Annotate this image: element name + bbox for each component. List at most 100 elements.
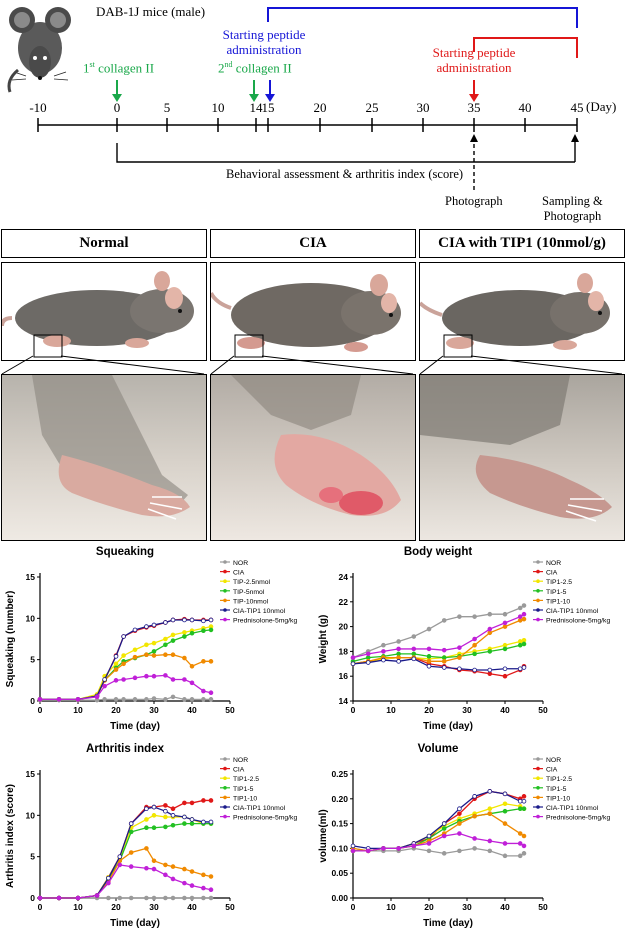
legend-label: NOR <box>546 560 561 567</box>
panel-header-normal: Normal <box>1 229 207 258</box>
data-point <box>201 659 206 664</box>
y-tick-label: 15 <box>26 572 36 582</box>
data-point <box>132 647 138 653</box>
data-point <box>521 611 527 617</box>
data-point <box>189 697 195 702</box>
legend-marker <box>536 560 540 564</box>
second-collagen-label: 2nd collagen II <box>218 60 292 76</box>
legend-label: TIP1-10 <box>546 795 570 802</box>
data-point <box>170 813 176 818</box>
data-point <box>472 642 477 648</box>
data-point <box>487 649 493 654</box>
data-point <box>502 620 508 626</box>
legend-label: CIA-TIP1 10nmol <box>233 608 286 615</box>
legend-marker <box>223 805 227 809</box>
data-point <box>121 634 126 639</box>
data-point <box>201 628 206 634</box>
data-point <box>189 895 195 901</box>
paw-closeup-normal <box>1 374 207 541</box>
data-point <box>350 655 356 660</box>
x-tick-label: 40 <box>187 902 197 912</box>
data-point <box>144 865 149 871</box>
legend-marker <box>223 608 227 612</box>
legend-label: CIA-TIP1 10nmol <box>546 608 599 615</box>
data-point <box>151 622 157 628</box>
data-point <box>472 651 477 657</box>
data-point <box>163 642 168 648</box>
data-point <box>396 646 401 652</box>
data-point <box>163 636 168 642</box>
data-point <box>182 821 187 826</box>
legend-marker <box>536 805 540 809</box>
data-point <box>517 614 523 619</box>
data-point <box>411 843 417 849</box>
data-point <box>113 654 119 659</box>
y-tick-label: 24 <box>339 572 349 582</box>
data-point <box>457 811 462 816</box>
data-point <box>502 642 508 648</box>
series-line <box>40 696 211 701</box>
data-point <box>94 893 100 898</box>
legend-label: TIP1-10 <box>233 795 257 802</box>
series-line <box>40 625 212 700</box>
x-tick-label: 20 <box>111 705 121 715</box>
data-point <box>128 829 134 835</box>
data-point <box>350 843 356 849</box>
data-point <box>521 794 527 799</box>
x-tick-label: 0 <box>38 902 43 912</box>
x-axis-label: Time (day) <box>423 721 473 732</box>
y-axis-label: Squeaking (number) <box>5 591 16 688</box>
data-point <box>472 846 477 851</box>
data-point <box>102 677 107 682</box>
legend-label: TIP-2.5nmol <box>233 579 271 586</box>
data-point <box>365 848 371 854</box>
data-point <box>201 697 206 702</box>
data-point <box>411 656 417 662</box>
data-point <box>457 666 462 672</box>
data-point <box>457 614 462 619</box>
data-point <box>457 655 462 660</box>
timeline-tick-label: 40 <box>518 100 532 115</box>
x-axis-label: Time (day) <box>110 918 160 929</box>
data-point <box>441 833 447 839</box>
data-point <box>163 895 168 901</box>
legend-label: TIP-10nmol <box>233 598 269 605</box>
data-point <box>487 667 493 673</box>
series-line <box>352 658 525 671</box>
data-point <box>151 696 157 701</box>
y-tick-label: 15 <box>26 769 36 779</box>
data-point <box>163 814 168 820</box>
data-point <box>411 634 417 639</box>
x-tick-label: 10 <box>386 705 396 715</box>
data-point <box>75 697 81 702</box>
data-point <box>189 800 195 806</box>
data-point <box>411 651 417 657</box>
data-point <box>201 872 206 878</box>
data-point <box>426 848 432 854</box>
data-point <box>208 697 214 702</box>
y-axis-label: Arthritis index (score) <box>5 784 16 888</box>
data-point <box>396 655 401 660</box>
data-point <box>521 665 527 670</box>
data-point <box>457 645 462 650</box>
legend-label: TIP1-5 <box>546 786 567 793</box>
data-point <box>521 806 527 812</box>
data-point <box>189 817 195 822</box>
data-point <box>441 655 447 660</box>
x-axis-label: Time (day) <box>423 918 473 929</box>
data-point <box>521 603 527 608</box>
data-point <box>170 638 176 643</box>
timeline-tick-label: 5 <box>163 100 171 115</box>
sampling-label: Sampling & Photograph <box>542 194 603 223</box>
y-tick-label: 18 <box>339 646 349 656</box>
legend-label: TIP1-5 <box>546 589 567 596</box>
data-point <box>487 630 493 636</box>
timeline-tick-label: -10 <box>29 100 47 115</box>
data-point <box>106 880 111 886</box>
data-point <box>163 862 168 868</box>
data-point <box>132 675 138 681</box>
legend-marker <box>536 776 540 780</box>
data-point <box>441 851 447 856</box>
legend-marker <box>223 598 227 603</box>
data-point <box>189 869 195 874</box>
